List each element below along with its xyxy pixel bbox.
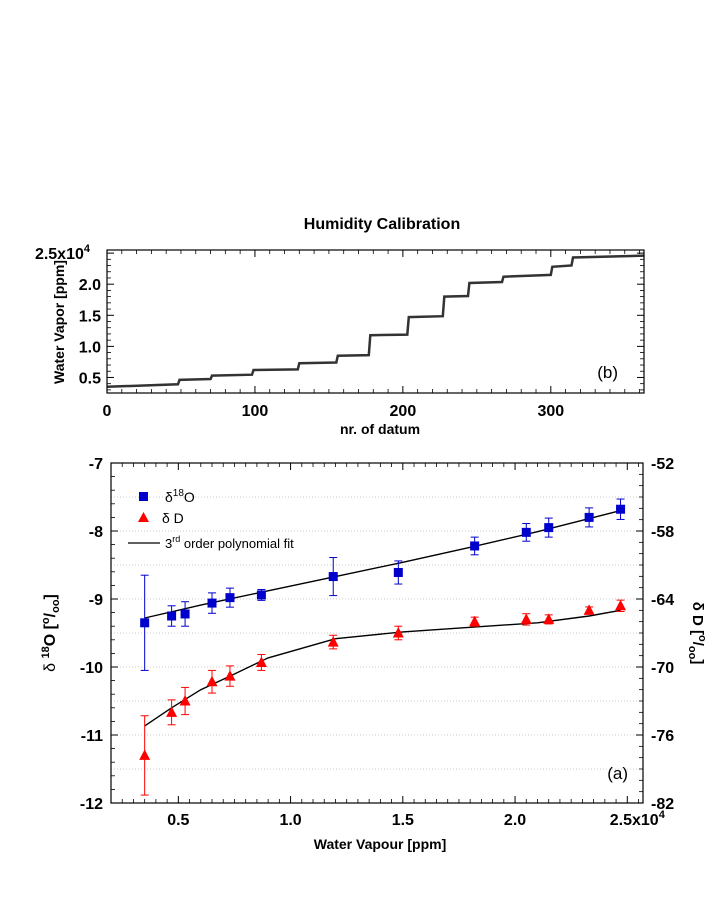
data-point-dd <box>615 599 627 611</box>
y-tick-label-b: 0.5 <box>79 370 101 387</box>
data-point-d18o <box>470 541 480 551</box>
y-tick-label-left: -9 <box>89 592 103 609</box>
x-tick-label-a: 2.5x104 <box>610 809 666 829</box>
x-axis-label-b: nr. of datum <box>340 421 420 437</box>
y-tick-label-b: 2.5x104 <box>35 243 91 263</box>
y-tick-label-right: -58 <box>651 524 674 541</box>
data-point-dd <box>206 675 218 687</box>
data-point-dd <box>179 695 191 706</box>
legend-label-d18o: δ18O <box>165 488 195 505</box>
data-point-d18o <box>207 598 217 608</box>
data-point-dd <box>255 656 267 667</box>
data-point-d18o <box>616 504 626 514</box>
fit-line-dd <box>144 609 621 727</box>
data-point-d18o <box>544 523 554 533</box>
y-tick-label-b: 2.0 <box>79 277 101 294</box>
panel-a-isotope-calibration: 0.5 1.0 1.5 2.0 2.5x104 -12 -11 -10 -9 -8 -7 -82 -76… <box>40 456 708 852</box>
legend-label-fit: 3rd order polynomial fit <box>165 534 294 551</box>
data-point-d18o <box>256 590 266 600</box>
y-axis-label-b: Water Vapor [ppm] <box>51 260 67 384</box>
x-tick-label-b: 0 <box>103 403 112 420</box>
data-point-d18o <box>521 527 531 537</box>
legend-marker-dd <box>138 512 149 522</box>
x-tick-label-a: 2.0 <box>504 812 526 829</box>
chart-title: Humidity Calibration <box>304 216 460 233</box>
x-tick-label-b: 300 <box>537 403 564 420</box>
y-tick-label-left: -8 <box>89 524 103 541</box>
water-vapor-series-line <box>106 254 645 389</box>
panel-b-humidity-timeseries: Humidity Calibration 0 100 200 300 0.5 1.0 1.5… <box>35 216 645 437</box>
data-point-dd <box>327 636 339 647</box>
data-point-d18o <box>140 618 150 628</box>
x-tick-label-a: 1.5 <box>392 812 414 829</box>
data-point-dd <box>583 604 595 615</box>
legend-marker-d18o <box>139 492 148 501</box>
data-point-d18o <box>180 609 190 619</box>
data-point-d18o <box>225 593 235 603</box>
data-point-d18o <box>167 611 177 621</box>
data-point-dd <box>469 615 481 627</box>
data-point-d18o <box>328 572 338 582</box>
y-tick-label-left: -10 <box>80 660 103 677</box>
panel-label-a: (a) <box>607 764 628 783</box>
data-point-dd <box>543 613 555 624</box>
y-tick-label-right: -52 <box>651 456 674 473</box>
plot-frame-b <box>106 249 645 394</box>
panel-label-b: (b) <box>597 363 618 382</box>
data-point-d18o <box>584 512 594 522</box>
data-point-dd <box>139 749 151 760</box>
y-tick-label-b: 1.5 <box>79 308 101 325</box>
y-tick-label-left: -11 <box>81 728 103 745</box>
y-axis-label-right: δ D [o/oo] <box>686 602 708 665</box>
plot-frame-a <box>110 462 644 804</box>
y-tick-label-b: 1.0 <box>79 339 101 356</box>
y-tick-label-right: -64 <box>651 592 674 609</box>
x-tick-label-a: 1.0 <box>279 812 301 829</box>
data-point-dd <box>224 670 236 681</box>
legend: δ18O δ D 3rd order polynomial fit <box>128 488 294 551</box>
y-tick-label-right: -76 <box>651 728 674 745</box>
y-tick-label-right: -82 <box>651 796 674 813</box>
data-point-dd <box>520 613 532 624</box>
y-axis-label-left: δ 18O [o/oo] <box>40 594 62 672</box>
x-tick-label-b: 100 <box>242 403 269 420</box>
x-tick-label-a: 0.5 <box>167 812 189 829</box>
data-point-d18o <box>393 567 403 577</box>
x-axis-label-a: Water Vapour [ppm] <box>314 836 447 852</box>
y-tick-label-right: -70 <box>651 660 674 677</box>
data-point-dd <box>392 627 404 638</box>
y-tick-label-left: -7 <box>89 456 103 473</box>
y-tick-label-left: -12 <box>80 796 103 813</box>
legend-label-dd: δ D <box>162 510 184 526</box>
x-tick-label-b: 200 <box>390 403 417 420</box>
data-point-dd <box>166 706 178 717</box>
